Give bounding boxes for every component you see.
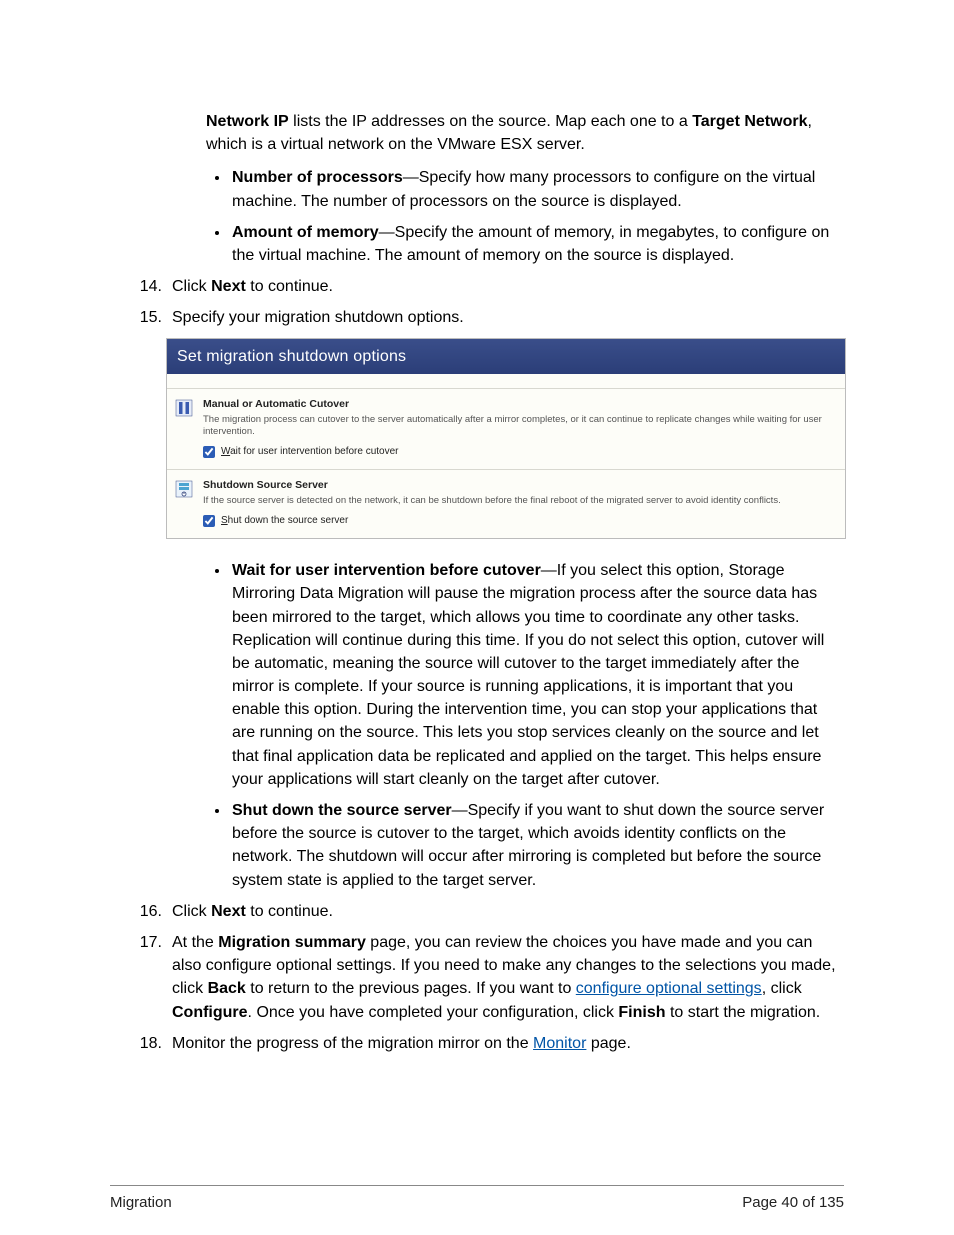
bullet-num-processors: Number of processors—Specify how many pr… (230, 166, 844, 212)
step-15: 15. Specify your migration shutdown opti… (134, 306, 844, 329)
pause-icon (175, 399, 193, 417)
section-heading: Shutdown Source Server (203, 478, 835, 493)
link-configure-optional[interactable]: configure optional settings (576, 980, 762, 997)
dialog-body: Manual or Automatic Cutover The migratio… (167, 374, 845, 538)
section-description: The migration process can cutover to the… (203, 414, 835, 439)
dialog-shutdown-options: Set migration shutdown options Manual or… (166, 338, 846, 540)
checkbox-wait-intervention[interactable]: Wait for user intervention before cutove… (203, 445, 835, 460)
section-description: If the source server is detected on the … (203, 495, 835, 507)
bullet-shutdown-source: Shut down the source server—Specify if y… (230, 799, 844, 892)
checkbox-input[interactable] (203, 515, 215, 527)
network-ip-paragraph: Network IP lists the IP addresses on the… (206, 110, 844, 156)
checkbox-shutdown-source[interactable]: Shut down the source server (203, 514, 835, 529)
step-14: 14. Click Next to continue. (134, 275, 844, 298)
top-bullet-list: Number of processors—Specify how many pr… (230, 166, 844, 267)
page-footer: Migration Page 40 of 135 (110, 1185, 844, 1211)
numbered-steps: 14. Click Next to continue. 15. Specify … (134, 275, 844, 329)
step-18: 18. Monitor the progress of the migratio… (134, 1032, 844, 1055)
section-shutdown-source: Shutdown Source Server If the source ser… (167, 470, 845, 538)
step-16: 16. Click Next to continue. (134, 900, 844, 923)
bullet-wait-intervention: Wait for user intervention before cutove… (230, 559, 844, 791)
server-icon (175, 480, 193, 498)
section-manual-auto-cutover: Manual or Automatic Cutover The migratio… (167, 389, 845, 470)
link-monitor[interactable]: Monitor (533, 1035, 586, 1052)
numbered-steps-lower: 16. Click Next to continue. 17. At the M… (134, 900, 844, 1055)
bullet-amount-memory: Amount of memory—Specify the amount of m… (230, 221, 844, 267)
dialog-title: Set migration shutdown options (167, 339, 845, 374)
checkbox-input[interactable] (203, 446, 215, 458)
footer-left: Migration (110, 1194, 172, 1211)
section-heading: Manual or Automatic Cutover (203, 397, 835, 412)
page-content: Network IP lists the IP addresses on the… (110, 110, 844, 1055)
footer-right: Page 40 of 135 (742, 1194, 844, 1211)
lower-bullet-list: Wait for user intervention before cutove… (230, 559, 844, 892)
step-17: 17. At the Migration summary page, you c… (134, 931, 844, 1024)
